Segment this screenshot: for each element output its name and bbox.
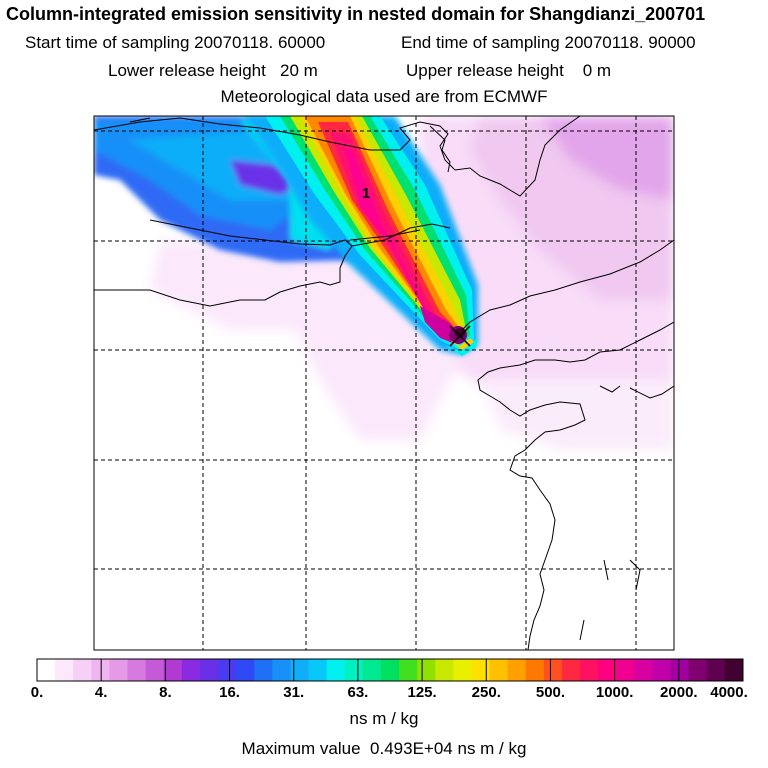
colorbar-tick-label: 4. — [94, 684, 108, 701]
colorbar-swatch — [525, 659, 545, 681]
colorbar-swatch — [218, 659, 237, 681]
colorbar-swatch — [435, 659, 454, 681]
colorbar-swatch — [272, 659, 291, 681]
colorbar-swatch — [73, 659, 92, 681]
colorbar-swatch — [688, 659, 708, 681]
colorbar — [36, 658, 744, 682]
colorbar-swatch — [362, 659, 382, 681]
maximum-value: Maximum value 0.493E+04 ns m / kg — [0, 739, 768, 759]
colorbar-tick-label: 31. — [283, 684, 305, 701]
upper-release-label: Upper release height — [406, 61, 564, 80]
map-frame — [93, 115, 675, 651]
colorbar-swatch — [199, 659, 219, 681]
colorbar-swatch — [471, 659, 491, 681]
upper-release-value: 0 m — [582, 61, 612, 80]
colorbar-swatch — [561, 659, 581, 681]
colorbar-tick-label: 1000. — [595, 684, 634, 701]
start-time-value: 20070118. 60000 — [194, 33, 326, 52]
colorbar-swatch — [163, 659, 183, 681]
colorbar-swatch — [55, 659, 74, 681]
colorbar-swatch — [616, 659, 635, 681]
colorbar-swatch — [344, 659, 364, 681]
end-time-label: End time of sampling — [401, 33, 560, 52]
colorbar-swatch — [326, 659, 346, 681]
colorbar-tick-label: 500. — [535, 684, 566, 701]
colorbar-tick-label: 4000. — [710, 684, 748, 701]
colorbar-tick-label: 125. — [407, 684, 437, 701]
x-marker-icon — [449, 325, 471, 347]
colorbar-swatch — [109, 659, 129, 681]
colorbar-units: ns m / kg — [349, 709, 419, 728]
colorbar-swatch — [37, 659, 56, 681]
end-time: End time of sampling 20070118. 90000 — [401, 33, 696, 53]
upper-release-height: Upper release height 0 m — [406, 61, 611, 81]
colorbar-swatch — [580, 659, 599, 681]
end-time-value: 20070118. 90000 — [564, 33, 696, 52]
colorbar-swatch — [91, 659, 110, 681]
colorbar-tick-label: 63. — [347, 684, 369, 701]
maximum-value-label: Maximum value — [241, 739, 361, 758]
colorbar-swatch — [290, 659, 310, 681]
colorbar-swatch — [670, 659, 690, 681]
colorbar-swatch — [453, 659, 472, 681]
colorbar-tick-label: 2000. — [660, 684, 698, 701]
colorbar-swatch — [598, 659, 617, 681]
lower-release-height: Lower release height 20 m — [108, 61, 318, 81]
start-time: Start time of sampling 20070118. 60000 — [25, 33, 325, 53]
colorbar-swatch — [236, 659, 255, 681]
colorbar-tick-label: 16. — [219, 684, 240, 701]
colorbar-swatch — [254, 659, 273, 681]
colorbar-swatch — [634, 659, 653, 681]
lower-release-label: Lower release height — [108, 61, 266, 80]
colorbar-swatch — [127, 659, 147, 681]
colorbar-tick-label: 8. — [159, 684, 172, 701]
main-plume — [245, 116, 478, 356]
colorbar-swatch — [543, 659, 563, 681]
trajectory-marker-label: 1 — [362, 185, 370, 202]
lower-release-value: 20 m — [280, 61, 318, 80]
colorbar-swatch — [308, 659, 328, 681]
start-time-label: Start time of sampling — [25, 33, 190, 52]
maximum-value-units: ns m / kg — [457, 739, 527, 758]
met-data-note: Meteorological data used are from ECMWF — [220, 87, 548, 106]
colorbar-swatch — [399, 659, 418, 681]
figure-title: Column-integrated emission sensitivity i… — [6, 4, 706, 24]
colorbar-swatch — [724, 659, 744, 681]
colorbar-swatch — [181, 659, 201, 681]
colorbar-swatch — [380, 659, 400, 681]
colorbar-swatch — [706, 659, 726, 681]
colorbar-tick-label: 250. — [471, 684, 501, 701]
colorbar-swatch — [145, 659, 165, 681]
colorbar-tick-label: 0. — [30, 684, 44, 701]
colorbar-swatch — [489, 659, 509, 681]
sensitivity-field: 1 — [94, 116, 674, 650]
colorbar-border — [36, 658, 744, 682]
colorbar-swatch — [507, 659, 527, 681]
lat-lon-grid — [94, 116, 674, 650]
maximum-value-number: 0.493E+04 — [370, 739, 453, 758]
colorbar-swatch — [417, 659, 436, 681]
colorbar-swatch — [652, 659, 672, 681]
